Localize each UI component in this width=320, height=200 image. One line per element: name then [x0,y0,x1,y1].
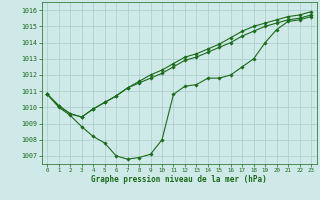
X-axis label: Graphe pression niveau de la mer (hPa): Graphe pression niveau de la mer (hPa) [91,175,267,184]
